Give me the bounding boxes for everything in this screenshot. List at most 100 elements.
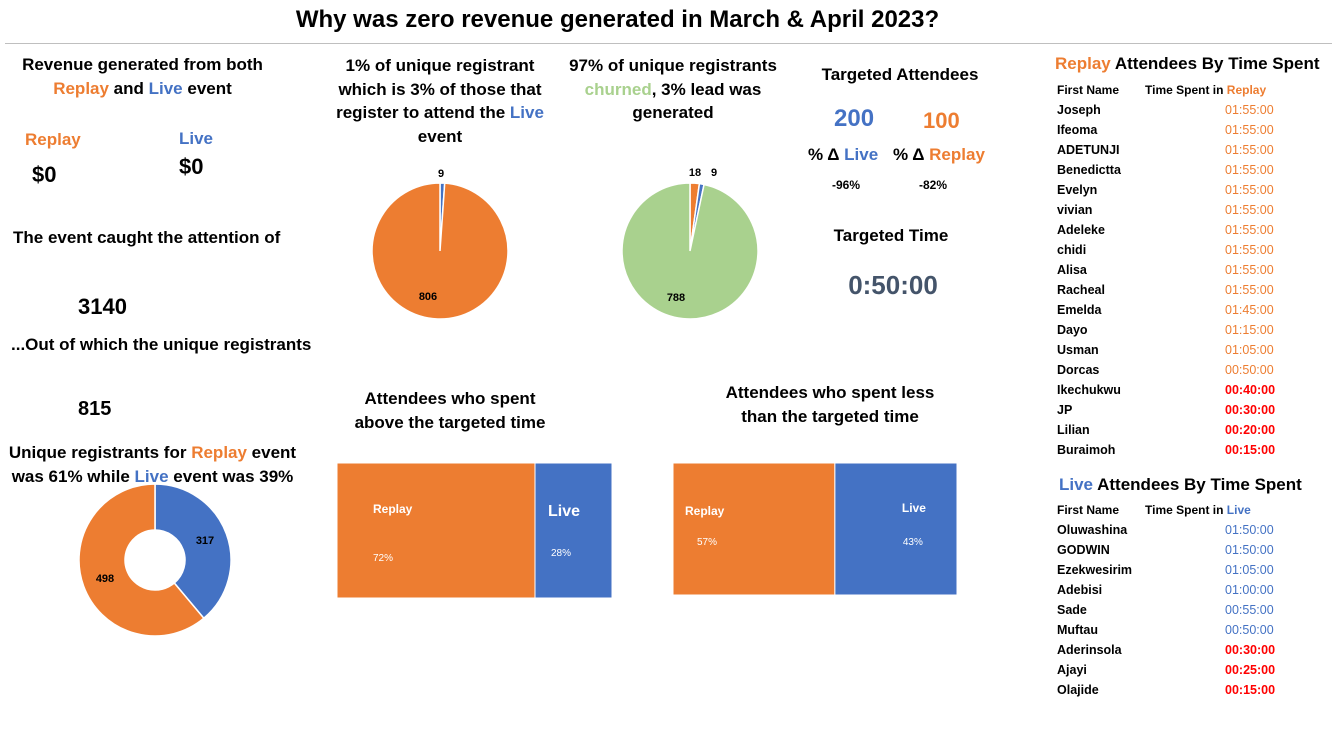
live-table-row-name: Sade: [1057, 603, 1087, 617]
targeted-attendees-label: Targeted Attendees: [821, 65, 979, 84]
live-table-title: Live Attendees By Time Spent: [1059, 475, 1302, 495]
replay-table-row-time: 01:55:00: [1225, 203, 1274, 217]
live-table-row: Aderinsola 00:30:00: [1057, 643, 1287, 663]
replay-table-row-name: vivian: [1057, 203, 1093, 217]
live-table-row-name: GODWIN: [1057, 543, 1110, 557]
above-tile: [534, 463, 612, 598]
replay-table-row-name: Lilian: [1057, 423, 1090, 437]
title-divider: [5, 43, 1332, 44]
replay-col-time-word: Replay: [1226, 83, 1267, 97]
split-replay: Replay: [191, 443, 247, 462]
replay-table-row-name: Joseph: [1057, 103, 1101, 117]
delta-live-word: Live: [844, 145, 879, 164]
treemap-below-target: Replay 57% Live 43%: [673, 463, 957, 595]
replay-table-row-time: 01:55:00: [1225, 223, 1274, 237]
replay-table-row: Ifeoma 01:55:00: [1057, 123, 1287, 143]
above-tile-value: 72%: [373, 553, 393, 564]
replay-table-row: Benedictta 01:55:00: [1057, 163, 1287, 183]
replay-table-row-name: JP: [1057, 403, 1073, 417]
pie1-data-label: 9: [438, 168, 444, 180]
delta-replay-word: Replay: [929, 145, 985, 164]
live-delta-value: -96%: [832, 178, 861, 192]
donut-chart: 317 498: [78, 483, 232, 637]
live-table-row-time: 01:00:00: [1225, 583, 1274, 597]
replay-table-title-rest: Attendees By Time Spent: [1110, 54, 1320, 73]
split-heading-line1: Unique registrants for Replay event: [5, 441, 300, 465]
live-table-row-time: 00:15:00: [1225, 683, 1276, 697]
replay-table-row-time: 00:40:00: [1225, 383, 1276, 397]
revenue-heading-replay: Replay: [53, 78, 109, 98]
targeted-time-label: Targeted Time: [833, 226, 949, 245]
live-table-row-name: Adebisi: [1057, 583, 1103, 597]
replay-table-row-name: Benedictta: [1057, 163, 1121, 177]
donut-slice: [78, 483, 205, 637]
replay-col-time-header: Time Spent in Replay: [1145, 83, 1266, 97]
live-table-row: Ajayi 00:25:00: [1057, 663, 1287, 683]
replay-table-row-time: 00:30:00: [1225, 403, 1276, 417]
live-col-time-word: Live: [1226, 503, 1251, 517]
pie1-heading: 1% of unique registrant which is 3% of t…: [320, 54, 560, 148]
below-tile: [673, 463, 836, 595]
replay-table-row-name: Dorcas: [1057, 363, 1100, 377]
replay-table-title-replay: Replay: [1055, 54, 1111, 73]
replay-col-time-prefix: Time Spent in: [1145, 83, 1227, 97]
below-heading-line2: than the targeted time: [741, 406, 919, 426]
replay-table-row-time: 01:55:00: [1225, 143, 1274, 157]
pie1-heading-line2: which is 3% of those that: [338, 79, 542, 99]
split-text-d: event was 39%: [168, 466, 294, 486]
replay-table-row-name: Adeleke: [1057, 223, 1105, 237]
replay-table-row-name: Usman: [1057, 343, 1099, 357]
replay-table-row-time: 01:55:00: [1225, 123, 1274, 137]
replay-table-row-time: 01:55:00: [1225, 103, 1274, 117]
below-heading-line1: Attendees who spent less: [725, 383, 935, 402]
replay-table-row: Adeleke 01:55:00: [1057, 223, 1287, 243]
replay-table-row-time: 00:50:00: [1225, 363, 1274, 377]
pie2-heading-line1: 97% of unique registrants: [569, 56, 777, 75]
live-table-row: Olajide 00:15:00: [1057, 683, 1287, 703]
donut-slice: [154, 483, 232, 620]
live-table-row-name: Aderinsola: [1057, 643, 1122, 657]
live-table-row-time: 00:55:00: [1225, 603, 1274, 617]
donut-data-label: 317: [196, 535, 214, 547]
above-tile-name: Live: [548, 503, 580, 520]
replay-table-row-time: 01:15:00: [1225, 323, 1274, 337]
pie2-data-label: 18: [689, 167, 701, 179]
replay-table-row-time: 01:05:00: [1225, 343, 1274, 357]
revenue-live-label: Live: [179, 129, 214, 148]
below-heading: Attendees who spent less than the target…: [710, 381, 950, 428]
above-heading: Attendees who spent above the targeted t…: [330, 387, 570, 434]
above-heading-line2: above the targeted time: [354, 412, 546, 432]
above-tile: [337, 463, 536, 598]
replay-table-row-time: 01:55:00: [1225, 163, 1274, 177]
replay-table-row-name: Dayo: [1057, 323, 1088, 337]
attention-label: The event caught the attention of: [13, 228, 281, 247]
live-table-row-time: 00:25:00: [1225, 663, 1276, 677]
replay-table-row: Dorcas 00:50:00: [1057, 363, 1287, 383]
pie1-heading-live: Live: [509, 103, 544, 122]
replay-delta-value: -82%: [919, 178, 948, 192]
below-tile-name: Live: [902, 501, 926, 515]
revenue-heading: Revenue generated from both Replay and L…: [10, 53, 275, 100]
live-col-time-prefix: Time Spent in: [1145, 503, 1227, 517]
replay-table-row: Lilian 00:20:00: [1057, 423, 1287, 443]
live-table-row: Oluwashina 01:50:00: [1057, 523, 1287, 543]
replay-table-row-name: Ifeoma: [1057, 123, 1098, 137]
revenue-live-value: $0: [179, 154, 204, 179]
live-table-row-time: 00:50:00: [1225, 623, 1274, 637]
treemap-above-target: Replay 72% Live 28%: [337, 463, 612, 598]
donut-data-label: 498: [96, 573, 114, 585]
revenue-replay-value: $0: [32, 162, 57, 187]
below-tile-name: Replay: [685, 504, 725, 518]
pie2-slice: [621, 182, 759, 320]
revenue-heading-line1: Revenue generated from both: [22, 55, 263, 74]
split-text-c: was 61% while: [11, 466, 135, 486]
pie1-heading-line1: 1% of unique registrant: [345, 56, 535, 75]
replay-table-row-time: 01:45:00: [1225, 303, 1274, 317]
live-target-value: 200: [834, 105, 875, 132]
revenue-heading-and: and: [108, 78, 149, 98]
delta-replay-prefix: % Δ: [893, 145, 930, 164]
unique-value: 815: [78, 398, 112, 420]
revenue-replay-label: Replay: [25, 130, 81, 149]
replay-table-row-name: Buraimoh: [1057, 443, 1116, 457]
live-table-row-name: Olajide: [1057, 683, 1099, 697]
